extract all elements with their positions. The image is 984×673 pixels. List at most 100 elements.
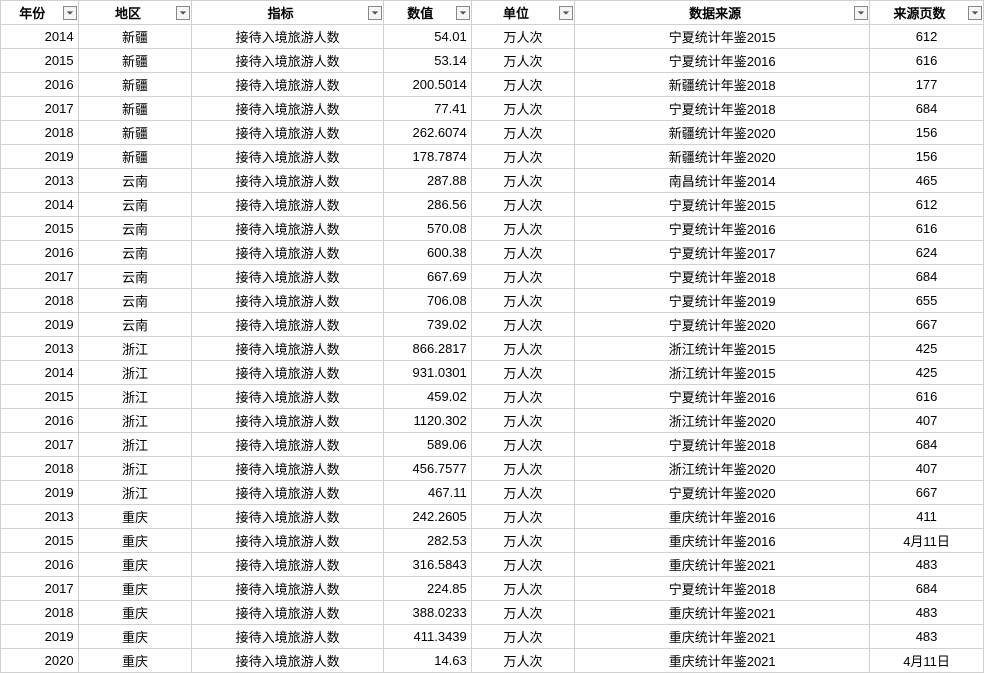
cell-region[interactable]: 云南 xyxy=(78,265,192,289)
cell-unit[interactable]: 万人次 xyxy=(471,217,574,241)
cell-source[interactable]: 宁夏统计年鉴2016 xyxy=(575,49,870,73)
cell-indicator[interactable]: 接待入境旅游人数 xyxy=(192,385,383,409)
cell-page[interactable]: 684 xyxy=(870,577,984,601)
cell-region[interactable]: 云南 xyxy=(78,241,192,265)
filter-dropdown-icon[interactable] xyxy=(368,6,382,20)
cell-value[interactable]: 242.2605 xyxy=(383,505,471,529)
cell-page[interactable]: 684 xyxy=(870,97,984,121)
cell-value[interactable]: 706.08 xyxy=(383,289,471,313)
cell-region[interactable]: 重庆 xyxy=(78,601,192,625)
cell-value[interactable]: 77.41 xyxy=(383,97,471,121)
cell-page[interactable]: 407 xyxy=(870,457,984,481)
cell-indicator[interactable]: 接待入境旅游人数 xyxy=(192,97,383,121)
cell-source[interactable]: 浙江统计年鉴2015 xyxy=(575,337,870,361)
cell-indicator[interactable]: 接待入境旅游人数 xyxy=(192,433,383,457)
cell-unit[interactable]: 万人次 xyxy=(471,145,574,169)
cell-year[interactable]: 2018 xyxy=(1,457,79,481)
cell-source[interactable]: 重庆统计年鉴2016 xyxy=(575,505,870,529)
cell-page[interactable]: 425 xyxy=(870,337,984,361)
cell-page[interactable]: 156 xyxy=(870,145,984,169)
cell-unit[interactable]: 万人次 xyxy=(471,265,574,289)
cell-unit[interactable]: 万人次 xyxy=(471,433,574,457)
cell-value[interactable]: 866.2817 xyxy=(383,337,471,361)
cell-region[interactable]: 云南 xyxy=(78,193,192,217)
cell-indicator[interactable]: 接待入境旅游人数 xyxy=(192,337,383,361)
cell-value[interactable]: 459.02 xyxy=(383,385,471,409)
cell-page[interactable]: 465 xyxy=(870,169,984,193)
cell-page[interactable]: 483 xyxy=(870,625,984,649)
cell-year[interactable]: 2015 xyxy=(1,529,79,553)
cell-region[interactable]: 重庆 xyxy=(78,625,192,649)
cell-region[interactable]: 云南 xyxy=(78,289,192,313)
cell-source[interactable]: 宁夏统计年鉴2018 xyxy=(575,577,870,601)
cell-indicator[interactable]: 接待入境旅游人数 xyxy=(192,25,383,49)
cell-year[interactable]: 2017 xyxy=(1,433,79,457)
cell-source[interactable]: 宁夏统计年鉴2020 xyxy=(575,313,870,337)
cell-value[interactable]: 282.53 xyxy=(383,529,471,553)
cell-value[interactable]: 1120.302 xyxy=(383,409,471,433)
cell-indicator[interactable]: 接待入境旅游人数 xyxy=(192,241,383,265)
cell-source[interactable]: 浙江统计年鉴2015 xyxy=(575,361,870,385)
cell-year[interactable]: 2014 xyxy=(1,361,79,385)
column-header-unit[interactable]: 单位 xyxy=(471,1,574,25)
cell-year[interactable]: 2018 xyxy=(1,289,79,313)
cell-value[interactable]: 262.6074 xyxy=(383,121,471,145)
cell-page[interactable]: 156 xyxy=(870,121,984,145)
cell-region[interactable]: 新疆 xyxy=(78,97,192,121)
cell-value[interactable]: 411.3439 xyxy=(383,625,471,649)
cell-value[interactable]: 286.56 xyxy=(383,193,471,217)
cell-source[interactable]: 宁夏统计年鉴2018 xyxy=(575,433,870,457)
cell-page[interactable]: 483 xyxy=(870,553,984,577)
cell-region[interactable]: 云南 xyxy=(78,217,192,241)
cell-indicator[interactable]: 接待入境旅游人数 xyxy=(192,217,383,241)
cell-year[interactable]: 2016 xyxy=(1,409,79,433)
cell-value[interactable]: 316.5843 xyxy=(383,553,471,577)
column-header-indicator[interactable]: 指标 xyxy=(192,1,383,25)
cell-year[interactable]: 2016 xyxy=(1,73,79,97)
cell-source[interactable]: 宁夏统计年鉴2016 xyxy=(575,385,870,409)
cell-value[interactable]: 467.11 xyxy=(383,481,471,505)
cell-year[interactable]: 2018 xyxy=(1,601,79,625)
cell-value[interactable]: 54.01 xyxy=(383,25,471,49)
cell-unit[interactable]: 万人次 xyxy=(471,385,574,409)
cell-indicator[interactable]: 接待入境旅游人数 xyxy=(192,625,383,649)
cell-source[interactable]: 新疆统计年鉴2020 xyxy=(575,121,870,145)
cell-region[interactable]: 新疆 xyxy=(78,49,192,73)
cell-value[interactable]: 456.7577 xyxy=(383,457,471,481)
cell-unit[interactable]: 万人次 xyxy=(471,337,574,361)
cell-region[interactable]: 新疆 xyxy=(78,73,192,97)
cell-region[interactable]: 新疆 xyxy=(78,145,192,169)
cell-unit[interactable]: 万人次 xyxy=(471,481,574,505)
cell-indicator[interactable]: 接待入境旅游人数 xyxy=(192,73,383,97)
cell-value[interactable]: 53.14 xyxy=(383,49,471,73)
cell-indicator[interactable]: 接待入境旅游人数 xyxy=(192,529,383,553)
cell-value[interactable]: 388.0233 xyxy=(383,601,471,625)
cell-region[interactable]: 重庆 xyxy=(78,529,192,553)
cell-value[interactable]: 667.69 xyxy=(383,265,471,289)
cell-unit[interactable]: 万人次 xyxy=(471,361,574,385)
cell-page[interactable]: 612 xyxy=(870,193,984,217)
filter-dropdown-icon[interactable] xyxy=(854,6,868,20)
cell-year[interactable]: 2019 xyxy=(1,145,79,169)
cell-unit[interactable]: 万人次 xyxy=(471,577,574,601)
cell-region[interactable]: 浙江 xyxy=(78,433,192,457)
cell-source[interactable]: 浙江统计年鉴2020 xyxy=(575,409,870,433)
cell-region[interactable]: 云南 xyxy=(78,313,192,337)
cell-source[interactable]: 宁夏统计年鉴2017 xyxy=(575,241,870,265)
cell-value[interactable]: 224.85 xyxy=(383,577,471,601)
cell-indicator[interactable]: 接待入境旅游人数 xyxy=(192,649,383,673)
cell-unit[interactable]: 万人次 xyxy=(471,601,574,625)
cell-region[interactable]: 浙江 xyxy=(78,481,192,505)
cell-source[interactable]: 宁夏统计年鉴2015 xyxy=(575,193,870,217)
cell-page[interactable]: 612 xyxy=(870,25,984,49)
cell-unit[interactable]: 万人次 xyxy=(471,73,574,97)
cell-unit[interactable]: 万人次 xyxy=(471,289,574,313)
cell-unit[interactable]: 万人次 xyxy=(471,241,574,265)
cell-region[interactable]: 浙江 xyxy=(78,361,192,385)
cell-indicator[interactable]: 接待入境旅游人数 xyxy=(192,601,383,625)
cell-unit[interactable]: 万人次 xyxy=(471,529,574,553)
cell-page[interactable]: 483 xyxy=(870,601,984,625)
cell-year[interactable]: 2015 xyxy=(1,385,79,409)
cell-year[interactable]: 2020 xyxy=(1,649,79,673)
cell-value[interactable]: 14.63 xyxy=(383,649,471,673)
